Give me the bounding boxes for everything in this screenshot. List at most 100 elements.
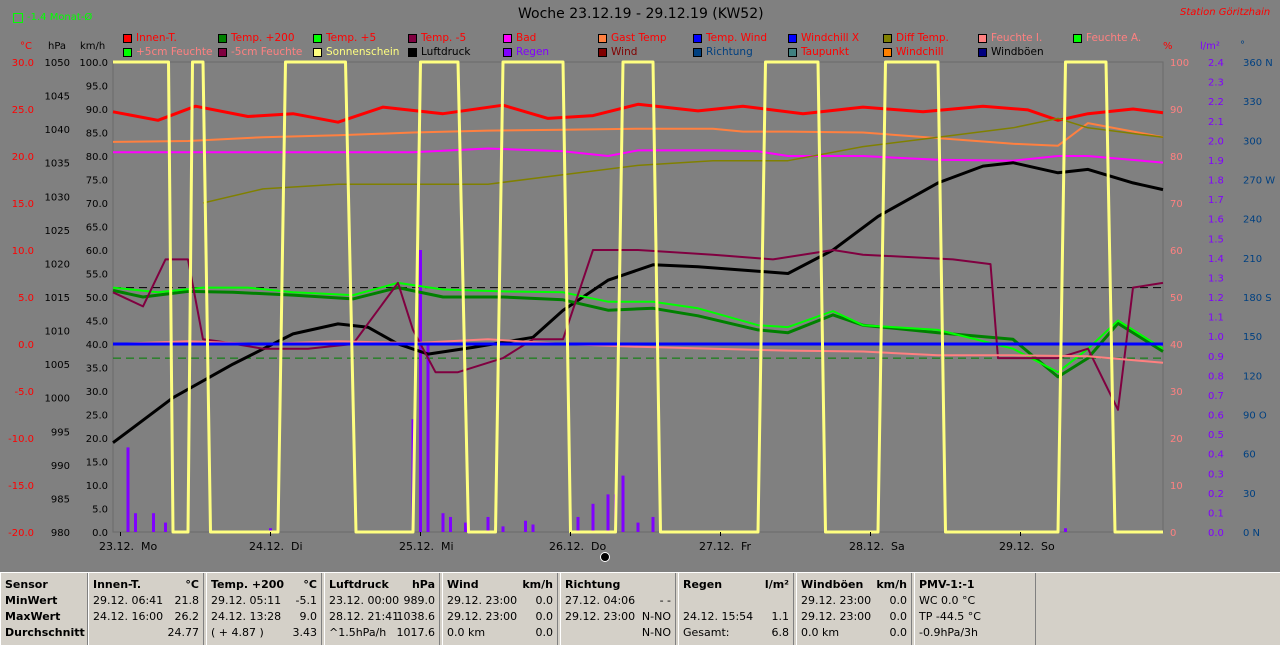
stats-windboen: Windböen km/h 29.12. 23:00 0.0 29.12. 23:0… <box>796 573 912 645</box>
legend-item[interactable]: Temp. +200 <box>218 32 295 44</box>
stats-luftdruck-unit: hPa <box>411 578 435 591</box>
rain-axis-tick: 2.4 <box>1208 58 1224 69</box>
legend-swatch-icon <box>693 47 702 57</box>
rain-axis-tick: 1.6 <box>1208 215 1224 226</box>
stats-luftdruck-min: 989.0 <box>403 594 436 607</box>
direction-axis-tick: 300 <box>1243 136 1262 147</box>
legend-item[interactable]: Luftdruck <box>408 46 470 58</box>
stats-richtung-max-time: 29.12. 23:00 <box>565 610 636 623</box>
legend-item[interactable]: Bad <box>503 32 536 44</box>
rain-bar-9 <box>441 513 445 532</box>
stats-sensor: Sensor MinWert MaxWert Durchschnitt <box>0 573 88 645</box>
legend-item[interactable]: Wind <box>598 46 637 58</box>
series-temp-200 <box>112 286 1164 379</box>
stats-innen-header: Innen-T. <box>93 578 142 591</box>
legend-item[interactable]: +5cm Feuchte <box>123 46 212 58</box>
cursor-marker-icon[interactable] <box>600 552 610 562</box>
axis-unit-rain: l/m² <box>1200 41 1220 52</box>
wind-axis-tick: 35.0 <box>86 364 108 375</box>
legend-label: Sonnenschein <box>326 46 400 58</box>
rain-axis-tick: 1.1 <box>1208 313 1224 324</box>
wind-axis-tick: 55.0 <box>86 270 108 281</box>
direction-axis-tick: 0 N <box>1243 528 1260 539</box>
rain-bar-16 <box>531 524 535 532</box>
legend-item[interactable]: Windchill <box>883 46 944 58</box>
wind-axis-tick: 90.0 <box>86 105 108 116</box>
rain-axis-tick: 0.2 <box>1208 489 1224 500</box>
rain-axis-tick: 1.4 <box>1208 254 1224 265</box>
rain-axis-tick: 0.7 <box>1208 391 1224 402</box>
legend-item[interactable]: Gast Temp <box>598 32 666 44</box>
stats-temp200-avg-extra: ( + 4.87 ) <box>211 626 264 639</box>
legend-item[interactable]: Richtung <box>693 46 753 58</box>
legend-item[interactable]: -5cm Feuchte <box>218 46 302 58</box>
legend-item[interactable]: Regen <box>503 46 549 58</box>
stats-temp200-header: Temp. +200 <box>211 578 285 591</box>
legend-item[interactable]: Innen-T. <box>123 32 177 44</box>
wind-axis-tick: 15.0 <box>86 458 108 469</box>
stats-wind-avg-extra: 0.0 km <box>447 626 486 639</box>
stats-regen-avg-extra: Gesamt: <box>683 626 730 639</box>
legend-item[interactable]: Temp. +5 <box>313 32 376 44</box>
axis-unit-wind: km/h <box>80 41 106 52</box>
legend-label: -5cm Feuchte <box>231 46 303 58</box>
pressure-axis-tick: 990 <box>51 461 70 472</box>
legend-swatch-icon <box>218 47 227 57</box>
axis-unit-direction: ° <box>1240 40 1245 51</box>
legend-item[interactable]: Feuchte A. <box>1073 32 1141 44</box>
rain-axis-tick: 0.3 <box>1208 469 1224 480</box>
legend-item[interactable]: Feuchte I. <box>978 32 1042 44</box>
legend-swatch-icon <box>313 47 322 57</box>
legend-swatch-icon <box>503 33 512 43</box>
legend-item[interactable]: Sonnenschein <box>313 46 399 58</box>
stats-pmv: PMV-1:-1 WC 0.0 °C TP -44.5 °C -0.9hPa/3… <box>914 573 1036 645</box>
legend-label: +5cm Feuchte <box>136 46 213 58</box>
humidity-axis-tick: 90 <box>1170 105 1183 116</box>
day-label: 27.12. Fr <box>699 540 752 553</box>
wind-axis-tick: 0.0 <box>92 528 108 539</box>
series-temp-5 <box>112 281 1164 374</box>
series-gast-temp <box>112 122 1164 147</box>
direction-axis-tick: 30 <box>1243 489 1256 500</box>
stats-wind-unit: km/h <box>522 578 553 591</box>
stats-wind-header: Wind <box>447 578 479 591</box>
stats-wind-min-time: 29.12. 23:00 <box>447 594 518 607</box>
legend-item[interactable]: Windböen <box>978 46 1044 58</box>
stats-luftdruck-max: 1038.6 <box>396 610 436 623</box>
legend-item[interactable]: Taupunkt <box>788 46 849 58</box>
legend-item[interactable]: Temp. Wind <box>693 32 767 44</box>
rain-axis-tick: 1.8 <box>1208 176 1224 187</box>
stats-regen-header: Regen <box>683 578 723 591</box>
stats-windboen-unit: km/h <box>876 578 907 591</box>
stats-pmv-row1: WC 0.0 °C <box>919 594 976 607</box>
statistics-panel: Sensor MinWert MaxWert Durchschnitt Inne… <box>0 572 1280 645</box>
wind-axis-tick: 95.0 <box>86 82 108 93</box>
legend-item[interactable]: Windchill X <box>788 32 859 44</box>
series-luftdruck <box>112 161 1164 444</box>
stats-windboen-avg-extra: 0.0 km <box>801 626 840 639</box>
wind-axis-tick: 50.0 <box>86 293 108 304</box>
legend-item[interactable]: Temp. -5 <box>408 32 466 44</box>
legend-swatch-icon <box>598 47 607 57</box>
legend-label: Wind <box>611 46 638 58</box>
legend-label: Diff Temp. <box>896 32 949 44</box>
station-label: Station Göritzhain <box>1180 7 1271 18</box>
monthly-average-label: -1.4 Monat-Ø <box>27 12 93 23</box>
wind-axis-tick: 60.0 <box>86 246 108 257</box>
direction-axis-tick: 150 <box>1243 332 1262 343</box>
checkbox-icon[interactable] <box>13 12 23 23</box>
stats-windboen-min-time: 29.12. 23:00 <box>801 594 872 607</box>
direction-axis-tick: 360 N <box>1243 58 1273 69</box>
rain-axis-tick: 0.6 <box>1208 411 1224 422</box>
legend-item[interactable]: Diff Temp. <box>883 32 949 44</box>
day-label: 23.12. Mo <box>99 540 158 553</box>
stats-maxwert-label: MaxWert <box>5 610 61 623</box>
rain-bar-23 <box>651 516 655 532</box>
rain-bar-12 <box>486 516 490 532</box>
legend-swatch-icon <box>1073 33 1082 43</box>
pressure-axis-tick: 995 <box>51 427 70 438</box>
temp-axis-tick: 25.0 <box>12 105 34 116</box>
pressure-axis-tick: 1045 <box>45 92 70 103</box>
legend-label: Windchill X <box>801 32 860 44</box>
temp-axis-tick: -10.0 <box>8 434 34 445</box>
